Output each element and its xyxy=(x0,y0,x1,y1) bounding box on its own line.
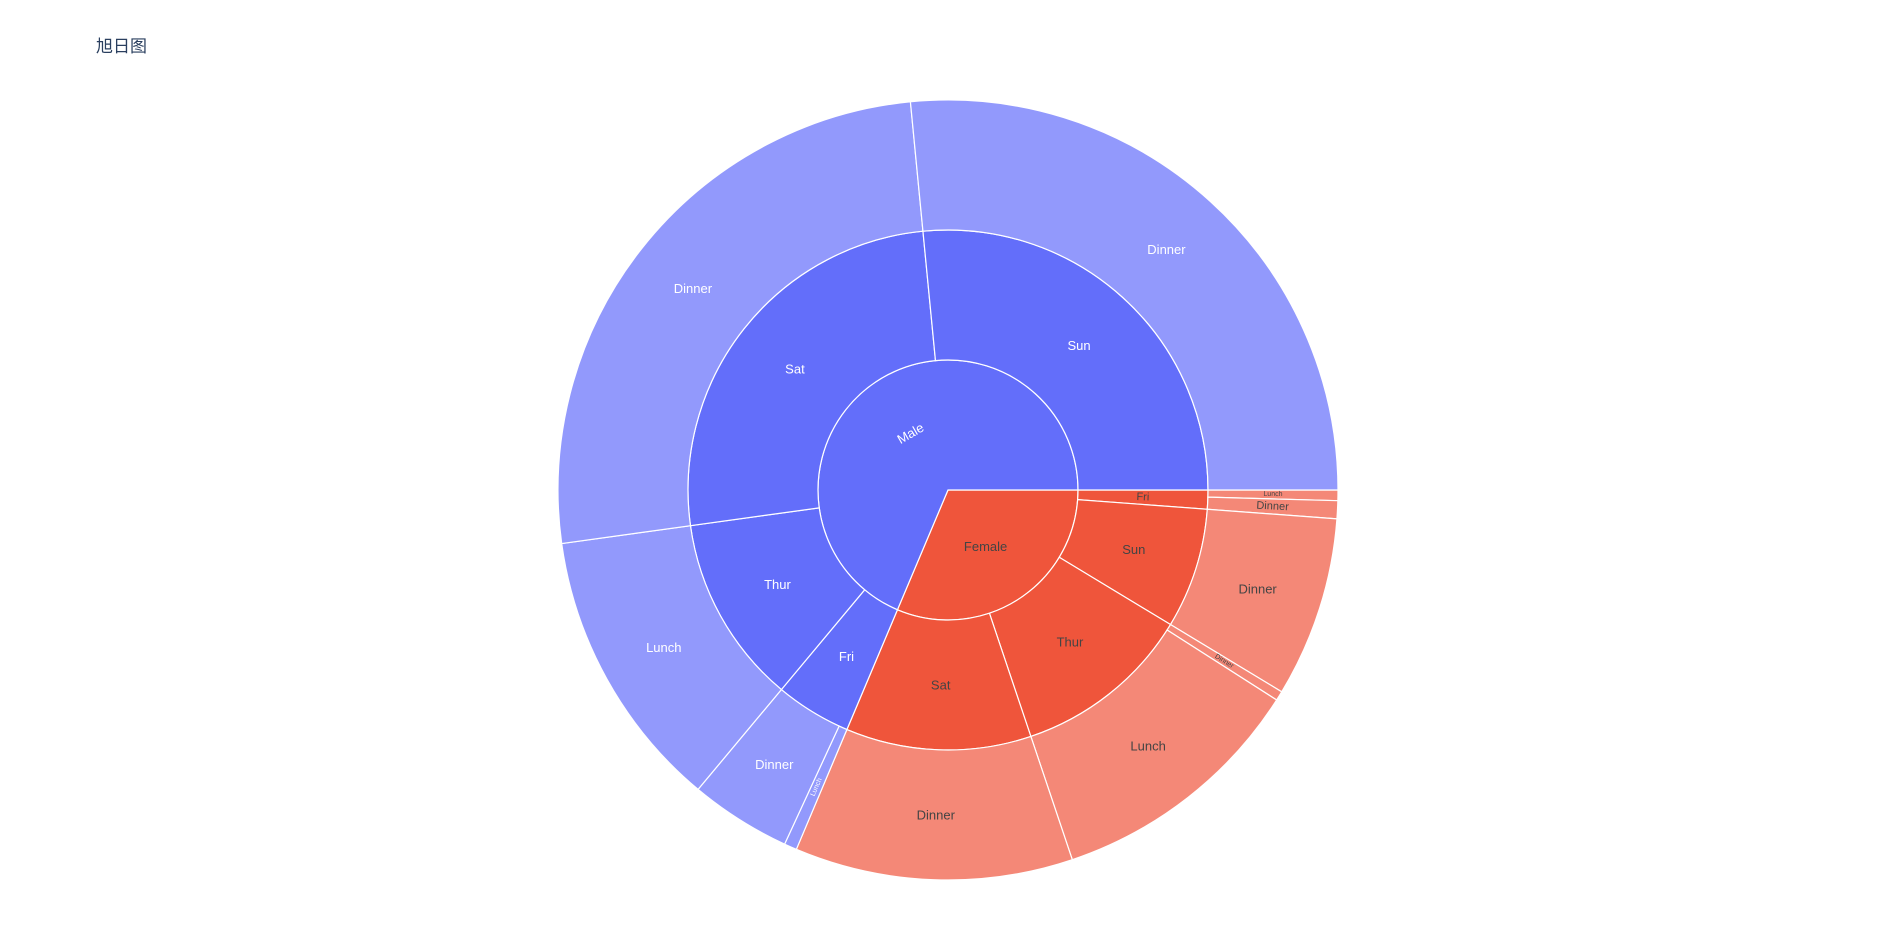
label-female-sat: Sat xyxy=(931,677,951,692)
label-female-sun-dinner: Dinner xyxy=(1238,581,1277,596)
sunburst-segments xyxy=(557,99,1339,881)
label-male-sun-dinner: Dinner xyxy=(1147,242,1186,257)
label-female-fri: Fri xyxy=(1136,491,1149,503)
label-female-sat-dinner: Dinner xyxy=(917,807,956,822)
segment-male-sun-dinner[interactable] xyxy=(909,99,1339,491)
label-male-fri-dinner: Dinner xyxy=(755,757,794,772)
label-female-fri-lunch: Lunch xyxy=(1263,491,1282,498)
label-male-thur-lunch: Lunch xyxy=(646,640,681,655)
label-male-sat: Sat xyxy=(785,362,805,377)
label-male-fri: Fri xyxy=(839,649,854,664)
label-male-sun: Sun xyxy=(1068,338,1091,353)
label-female-sun: Sun xyxy=(1122,542,1145,557)
label-male-thur: Thur xyxy=(764,577,791,592)
label-female-thur-lunch: Lunch xyxy=(1130,739,1165,754)
label-female-fri-dinner: Dinner xyxy=(1256,500,1289,514)
label-male-sat-dinner: Dinner xyxy=(674,281,713,296)
label-female: Female xyxy=(964,539,1007,554)
chart-title: 旭日图 xyxy=(96,37,147,56)
segment-male-sat-dinner[interactable] xyxy=(557,101,924,545)
label-female-thur: Thur xyxy=(1057,635,1084,650)
